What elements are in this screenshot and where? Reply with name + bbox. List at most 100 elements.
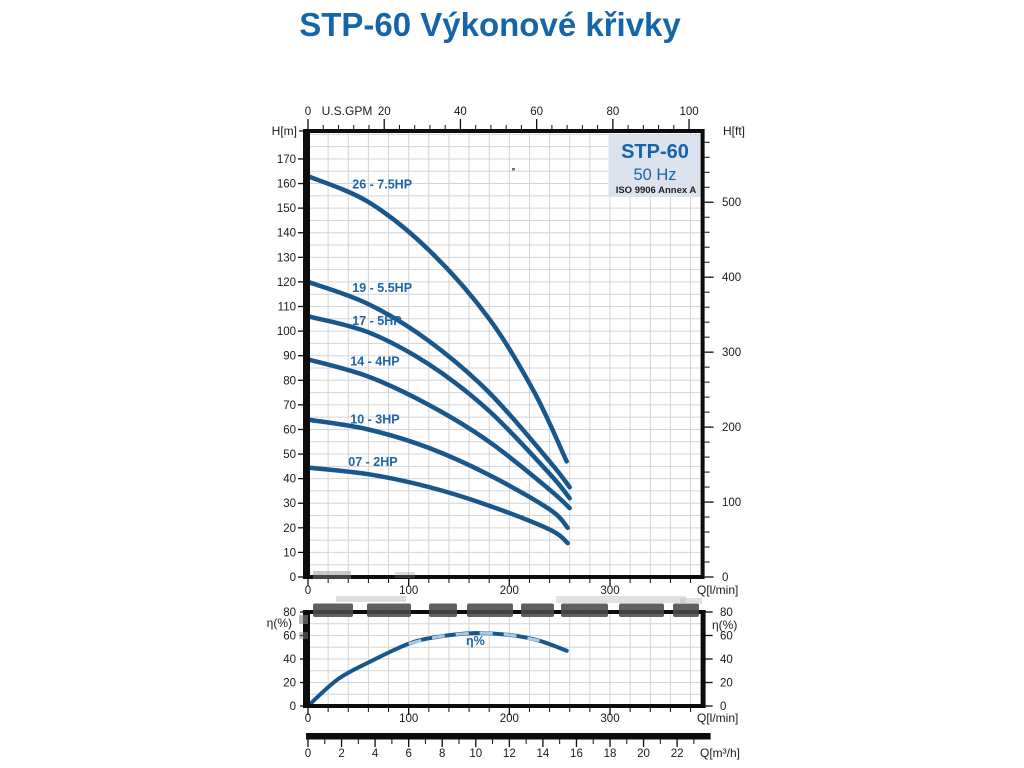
badge-frequency: 50 Hz (633, 166, 676, 184)
curve-label: 17 - 5HP (352, 314, 401, 328)
axis-title-qlmin-main: Q[l/min] (697, 583, 738, 597)
axis-tick-label: 110 (278, 302, 296, 314)
axis-tick-label: 14 (536, 748, 549, 760)
axis-tick-label: 0 (290, 572, 296, 584)
axis-tick-label: 2 (338, 748, 344, 760)
flow-conversion-scale: 0 2 4 6 8 10 12 14 16 18 20 22 Q[m³/h] (305, 733, 740, 760)
axis-tick-label: 60 (530, 106, 543, 118)
curve-label: 10 - 3HP (350, 412, 399, 426)
axis-tick-label: 170 (277, 154, 296, 166)
axis-tick-label: 200 (500, 585, 519, 597)
pump-curve-19-5.5HP (305, 279, 572, 490)
axis-tick-label: 0 (305, 585, 311, 597)
axis-tick-label: 0 (305, 748, 311, 760)
watermark-fragment (299, 615, 308, 624)
axis-tick-label: 0 (305, 106, 311, 118)
axis-tick-label: 80 (283, 375, 296, 387)
axis-tick-label: 120 (277, 277, 296, 289)
axis-tick-label: 60 (283, 424, 296, 436)
axis-tick-label: 20 (283, 523, 296, 535)
badge-standard: ISO 9906 Annex A (616, 185, 697, 196)
axis-tick-label: 70 (283, 400, 296, 412)
axis-tick-label: 30 (283, 498, 296, 510)
watermark-fragment (395, 572, 415, 578)
watermark-fragment (299, 632, 308, 639)
watermark (299, 571, 702, 639)
watermark-fragment (673, 603, 699, 617)
axis-tick-label: 60 (283, 631, 296, 643)
pump-curve-10-3HP (305, 417, 570, 531)
axis-tick-label: 400 (722, 272, 741, 284)
watermark-fragment (561, 603, 608, 617)
axis-tick-label: 40 (720, 654, 733, 666)
axis-tick-label: 0 (305, 713, 311, 725)
axis-title-eta-left: η(%) (267, 616, 292, 630)
pump-curve-14-4HP (305, 357, 572, 511)
axis-tick-label: 60 (720, 631, 733, 643)
axis-tick-label: 10 (283, 547, 296, 559)
axis-tick-label: 80 (606, 106, 619, 118)
curve-label: 07 - 2HP (348, 455, 397, 469)
axis-tick-label: 140 (277, 228, 296, 240)
axis-tick-label: 40 (454, 106, 467, 118)
axis-tick-label: 4 (372, 748, 379, 760)
axis-tick-label: 10 (469, 748, 482, 760)
axis-tick-label: 22 (671, 748, 684, 760)
axis-tick-label: 130 (277, 252, 296, 264)
plot-borders (303, 129, 706, 708)
watermark-fragment (619, 603, 664, 617)
watermark-fragment (429, 603, 457, 617)
axis-tick-label: 20 (637, 748, 650, 760)
axis-tick-label: 50 (283, 449, 296, 461)
speck (512, 168, 515, 171)
axis-tick-label: 20 (283, 678, 296, 690)
pump-curve-07-2HP (305, 465, 570, 546)
axis-tick-label: 80 (720, 607, 733, 619)
axis-tick-label: 100 (679, 106, 698, 118)
curve-label: 26 - 7.5HP (352, 177, 412, 191)
curve-label: 19 - 5.5HP (352, 281, 412, 295)
badge-model: STP-60 (621, 141, 689, 163)
pump-curves: 26 - 7.5HP 19 - 5.5HP 17 - 5HP 14 - 4HP 10 -… (305, 173, 572, 546)
axis-tick-label: 40 (283, 654, 296, 666)
axis-tick-label: 8 (439, 748, 445, 760)
axis-tick-label: 150 (277, 203, 296, 215)
axis-tick-label: 100 (399, 713, 418, 725)
watermark-fragment (521, 603, 554, 617)
efficiency-line (306, 631, 569, 708)
axis-tick-label: 16 (570, 748, 583, 760)
axis-tick-label: 160 (277, 179, 296, 191)
axes-and-labels: 0 20 40 60 80 100 U.S.GPM H[m] 0 10 20 30 40 50 60 70 80… (267, 104, 745, 725)
pump-curve-17-5HP (305, 314, 572, 501)
axis-tick-label: 100 (277, 326, 296, 338)
axis-tick-label: 0 (720, 701, 726, 713)
axis-tick-label: 500 (722, 197, 741, 209)
axis-tick-label: 100 (399, 585, 418, 597)
axis-tick-label: 20 (378, 106, 391, 118)
axis-tick-label: 200 (500, 713, 519, 725)
axis-title-qm3h: Q[m³/h] (700, 746, 740, 760)
axis-tick-label: 0 (290, 701, 296, 713)
axis-title-hm: H[m] (272, 124, 297, 138)
pump-curve-26-7.5HP (305, 173, 569, 464)
axis-tick-label: 20 (720, 678, 733, 690)
axis-tick-label: 0 (722, 572, 728, 584)
curve-label: 14 - 4HP (350, 355, 399, 369)
axis-tick-label: 100 (722, 497, 741, 509)
axis-tick-label: 90 (283, 351, 296, 363)
conversion-bar (306, 733, 711, 740)
axis-tick-label: 300 (600, 585, 619, 597)
axis-title-hft: H[ft] (723, 124, 745, 138)
watermark-fragment (367, 603, 411, 617)
efficiency-label: η% (466, 634, 485, 648)
axis-tick-label: 6 (405, 748, 411, 760)
watermark-fragment (313, 603, 353, 617)
watermark-fragment (313, 571, 351, 579)
axis-tick-label: 12 (503, 748, 516, 760)
axis-title-eta-right: η(%) (712, 618, 737, 632)
badge-background (608, 135, 701, 197)
efficiency-curve: η% (306, 631, 569, 708)
